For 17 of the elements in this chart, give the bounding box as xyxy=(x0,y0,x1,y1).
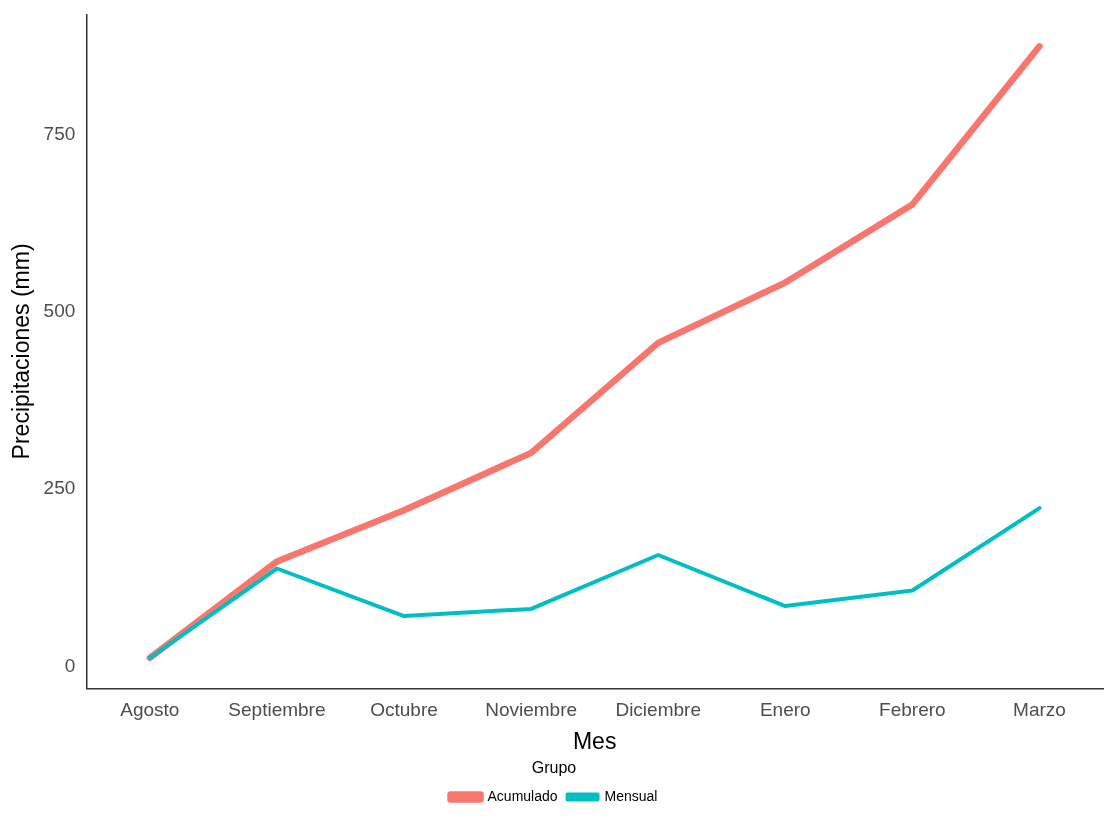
y-axis-title: Precipitaciones (mm) xyxy=(8,243,35,460)
x-tick-label: Noviembre xyxy=(485,699,578,721)
x-tick-label: Octubre xyxy=(370,699,438,721)
legend-label: Acumulado xyxy=(487,787,558,804)
x-tick-label: Diciembre xyxy=(615,699,701,721)
y-tick-label: 0 xyxy=(64,654,76,676)
x-tick-label: Febrero xyxy=(879,699,946,721)
y-tick-label: 250 xyxy=(43,477,76,499)
x-tick-label: Enero xyxy=(759,699,811,721)
legend-label: Mensual xyxy=(604,787,658,804)
x-tick-label: Agosto xyxy=(120,699,180,721)
y-tick-label: 500 xyxy=(43,299,76,321)
x-axis-title: Mes xyxy=(572,728,617,755)
legend-title: Grupo xyxy=(531,759,577,777)
y-tick-label: 750 xyxy=(43,122,76,144)
x-tick-label: Marzo xyxy=(1013,699,1066,721)
x-tick-label: Septiembre xyxy=(228,699,326,721)
